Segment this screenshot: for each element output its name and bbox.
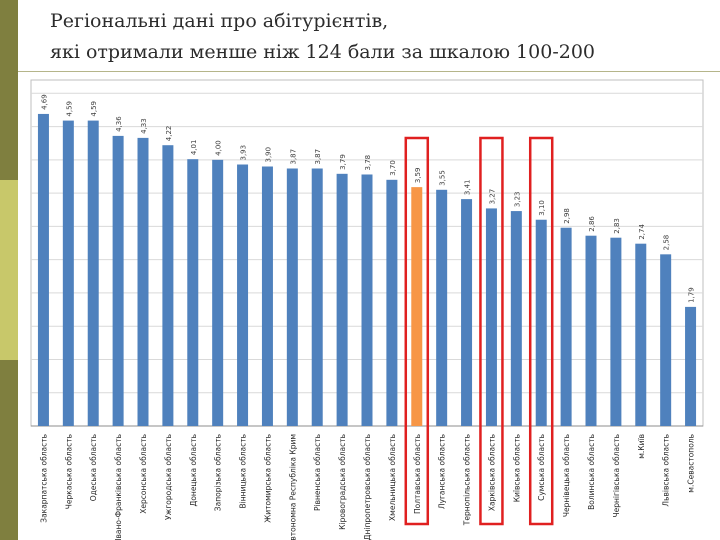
bar <box>436 189 448 426</box>
category-label: Запорізька область <box>214 434 223 511</box>
category-label: Луганська область <box>438 434 447 509</box>
data-label: 3,87 <box>289 149 297 165</box>
data-label: 3,23 <box>513 191 521 207</box>
sidebar-block-top <box>0 0 18 180</box>
category-label: Чернігівська область <box>612 434 621 518</box>
bar <box>237 164 249 426</box>
sidebar-block-bottom <box>0 360 18 540</box>
bar-chart: 4,69 Закарпатська область 4,59 Черкаська об… <box>30 79 704 540</box>
highlight-frame <box>404 136 430 526</box>
category-label: Чернівецька область <box>562 434 571 517</box>
data-label: 2,83 <box>613 218 621 234</box>
bar <box>361 174 373 426</box>
category-label: Львівська область <box>662 434 671 507</box>
highlight-frame <box>528 136 554 526</box>
bar <box>311 168 323 426</box>
data-label: 3,10 <box>538 200 546 216</box>
bar <box>485 208 497 426</box>
data-label: 3,90 <box>264 147 272 163</box>
data-label: 3,27 <box>488 189 496 205</box>
bar <box>560 227 572 426</box>
data-label: 4,59 <box>90 101 98 117</box>
bar <box>685 306 697 426</box>
bar <box>87 120 99 426</box>
category-label: Автономна Республіка Крим <box>288 434 297 540</box>
slide-sidebar <box>0 0 18 540</box>
bar <box>510 211 522 426</box>
data-label: 3,87 <box>314 149 322 165</box>
category-label: Закарпатська область <box>39 434 48 523</box>
bar <box>286 168 298 426</box>
bar <box>535 219 547 426</box>
bar <box>162 145 174 426</box>
data-label: 3,59 <box>414 168 422 184</box>
data-label: 3,41 <box>464 180 472 196</box>
category-label: Хмельницька область <box>388 434 397 521</box>
bar <box>336 173 348 426</box>
data-label: 3,78 <box>364 155 372 171</box>
bar <box>585 235 597 426</box>
data-label: 3,79 <box>339 154 347 170</box>
bar <box>112 135 124 426</box>
bar <box>461 199 473 426</box>
data-label: 3,93 <box>240 145 248 161</box>
data-label: 3,70 <box>389 160 397 176</box>
category-label: Ужгородська область <box>164 434 173 520</box>
bar <box>187 159 199 426</box>
data-label: 4,59 <box>65 101 73 117</box>
data-label: 4,36 <box>115 116 123 132</box>
category-label: Херсонська область <box>139 434 148 514</box>
data-label: 2,74 <box>638 224 646 240</box>
bar <box>635 243 647 426</box>
category-label: м.Київ <box>637 434 646 459</box>
bar <box>660 254 672 426</box>
bar <box>411 187 423 426</box>
slide-title: Регіональні дані про абітурієнтів, які о… <box>50 6 690 68</box>
data-label: 4,33 <box>140 118 148 134</box>
title-line-1: Регіональні дані про абітурієнтів, <box>50 10 389 32</box>
category-label: Сумська область <box>537 434 546 501</box>
category-label: Полтавська область <box>413 434 422 514</box>
bar <box>386 179 398 426</box>
category-label: Донецька область <box>189 434 198 507</box>
category-label: Київська область <box>512 434 521 502</box>
data-label: 4,00 <box>215 140 223 156</box>
title-divider <box>18 71 720 72</box>
category-label: Вінницька область <box>239 434 248 508</box>
bar <box>610 237 622 426</box>
bar <box>62 120 74 426</box>
category-label: Івано-Франківська область <box>114 434 123 540</box>
sidebar-block-middle <box>0 180 18 360</box>
category-label: Рівненська область <box>313 434 322 511</box>
category-label: Житомирська область <box>263 434 272 523</box>
category-label: Волинська область <box>587 434 596 510</box>
bar <box>261 166 273 426</box>
data-label: 2,58 <box>663 235 671 251</box>
title-line-2: які отримали менше ніж 124 бали за шкало… <box>50 41 596 63</box>
data-label: 4,01 <box>190 140 198 156</box>
highlight-frame <box>479 136 504 526</box>
data-label: 3,55 <box>439 170 447 186</box>
bar <box>37 113 49 426</box>
category-label: Одеська область <box>89 434 98 501</box>
data-label: 2,98 <box>563 208 571 224</box>
category-label: Кіровоградська область <box>338 434 347 530</box>
category-label: Черкаська область <box>64 434 73 509</box>
category-label: Дніпропетровська область <box>363 434 372 540</box>
data-label: 4,22 <box>165 126 173 142</box>
bar <box>137 137 149 426</box>
bar <box>212 159 224 426</box>
category-label: м.Севастополь <box>687 434 696 493</box>
data-label: 1,79 <box>688 287 696 303</box>
data-label: 2,86 <box>588 216 596 232</box>
category-label: Харківська область <box>487 434 496 511</box>
data-label: 4,69 <box>40 94 48 110</box>
category-label: Тернопільська область <box>463 434 472 526</box>
